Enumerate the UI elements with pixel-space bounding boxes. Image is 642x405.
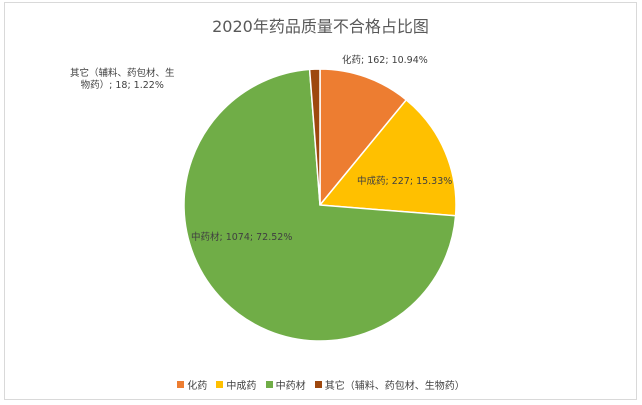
legend: 化药 中成药 中药材 其它（辅料、药包材、生物药） (0, 377, 642, 392)
pie-slice-zhongyaocai (183, 68, 457, 342)
pie-slice-qita (308, 68, 321, 206)
pie-slice-zhongchengyao (318, 98, 457, 217)
data-label-qita: 其它（辅料、药包材、生 物药）; 18; 1.22% (70, 68, 175, 92)
data-label-zhongchengyao: 中成药; 227; 15.33% (357, 176, 453, 187)
chart-title: 2020年药品质量不合格占比图 (212, 17, 429, 36)
legend-swatch-qita (314, 381, 322, 388)
legend-label-zhongyaocai: 中药材 (275, 381, 306, 392)
legend-label-huayao: 化药 (187, 381, 208, 392)
legend-item-zhongchengyao: 中成药 (216, 377, 256, 392)
legend-item-qita: 其它（辅料、药包材、生物药） (314, 377, 465, 392)
legend-swatch-zhongyaocai (265, 381, 273, 388)
legend-label-qita: 其它（辅料、药包材、生物药） (324, 381, 465, 392)
data-label-zhongyaocai: 中药材; 1074; 72.52% (191, 232, 293, 243)
legend-item-huayao: 化药 (177, 377, 207, 392)
data-label-qita-line-1: 其它（辅料、药包材、生 (70, 68, 175, 79)
legend-label-zhongchengyao: 中成药 (226, 381, 257, 392)
data-label-qita-line-2: 物药）; 18; 1.22% (80, 80, 164, 91)
legend-swatch-zhongchengyao (216, 381, 224, 388)
legend-item-zhongyaocai: 中药材 (265, 377, 306, 392)
pie-slice-huayao (319, 68, 408, 208)
data-label-huayao: 化药; 162; 10.94% (342, 55, 428, 66)
legend-swatch-huayao (177, 381, 185, 388)
